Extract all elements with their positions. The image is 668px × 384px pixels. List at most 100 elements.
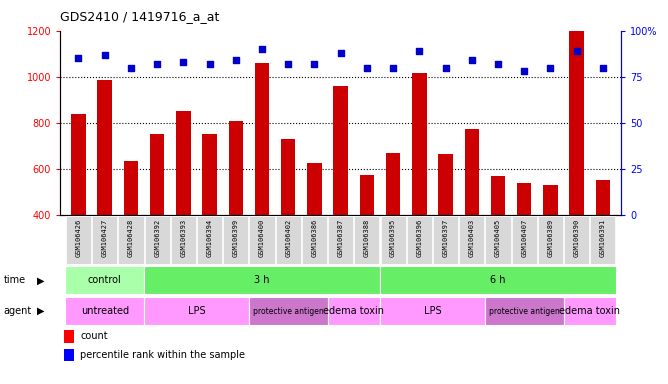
Text: GSM106397: GSM106397	[443, 219, 449, 257]
Text: ▶: ▶	[37, 275, 44, 285]
Bar	[249, 216, 275, 264]
Text: GSM106396: GSM106396	[416, 219, 422, 257]
Text: GSM106391: GSM106391	[600, 219, 606, 257]
Bar	[302, 216, 327, 264]
Text: GSM106386: GSM106386	[311, 219, 317, 257]
Text: percentile rank within the sample: percentile rank within the sample	[80, 350, 245, 360]
Bar	[64, 330, 74, 343]
Bar	[176, 111, 190, 215]
Bar	[512, 216, 537, 264]
Text: untreated: untreated	[81, 306, 129, 316]
Bar	[144, 266, 380, 294]
Point	[598, 65, 609, 71]
Bar	[255, 63, 269, 215]
Bar	[380, 297, 485, 325]
Bar	[407, 216, 432, 264]
Bar	[538, 216, 563, 264]
Text: GSM106400: GSM106400	[259, 219, 265, 257]
Bar	[118, 216, 144, 264]
Bar	[543, 185, 558, 215]
Text: control: control	[88, 275, 122, 285]
Bar	[412, 73, 427, 215]
Text: 3 h: 3 h	[255, 275, 270, 285]
Point	[466, 57, 477, 63]
Text: GSM106390: GSM106390	[574, 219, 580, 257]
Bar	[202, 134, 217, 215]
Bar	[517, 183, 532, 215]
Bar	[98, 80, 112, 215]
Text: GSM106388: GSM106388	[364, 219, 370, 257]
Text: edema toxin: edema toxin	[559, 306, 621, 316]
Text: GSM106387: GSM106387	[338, 219, 343, 257]
Text: GSM106392: GSM106392	[154, 219, 160, 257]
Point	[440, 65, 451, 71]
Text: ▶: ▶	[37, 306, 44, 316]
Point	[414, 48, 425, 54]
Bar	[171, 216, 196, 264]
Text: LPS: LPS	[188, 306, 205, 316]
Text: GSM106393: GSM106393	[180, 219, 186, 257]
Point	[545, 65, 556, 71]
Point	[519, 68, 530, 74]
Point	[361, 65, 372, 71]
Bar	[438, 154, 453, 215]
Bar	[223, 216, 248, 264]
Bar	[486, 216, 510, 264]
Bar	[386, 153, 400, 215]
Bar	[249, 297, 327, 325]
Text: GSM106427: GSM106427	[102, 219, 108, 257]
Bar	[228, 121, 243, 215]
Point	[257, 46, 267, 52]
Bar	[333, 86, 348, 215]
Bar	[150, 134, 164, 215]
Bar	[71, 114, 86, 215]
Text: 6 h: 6 h	[490, 275, 506, 285]
Point	[126, 65, 136, 71]
Text: edema toxin: edema toxin	[323, 306, 384, 316]
Text: GSM106399: GSM106399	[232, 219, 238, 257]
Bar	[564, 297, 616, 325]
Text: GSM106403: GSM106403	[469, 219, 475, 257]
Bar	[359, 175, 374, 215]
Bar	[381, 216, 405, 264]
Bar	[144, 297, 249, 325]
Text: GSM106405: GSM106405	[495, 219, 501, 257]
Text: agent: agent	[3, 306, 31, 316]
Text: time: time	[3, 275, 25, 285]
Point	[73, 55, 84, 61]
Text: protective antigen: protective antigen	[253, 306, 323, 316]
Bar	[569, 31, 584, 215]
Point	[230, 57, 241, 63]
Bar	[197, 216, 222, 264]
Bar	[459, 216, 484, 264]
Bar	[307, 163, 322, 215]
Bar	[281, 139, 295, 215]
Bar	[380, 266, 616, 294]
Text: GSM106389: GSM106389	[548, 219, 554, 257]
Text: GSM106407: GSM106407	[521, 219, 527, 257]
Point	[493, 61, 504, 67]
Text: GSM106395: GSM106395	[390, 219, 396, 257]
Text: GDS2410 / 1419716_a_at: GDS2410 / 1419716_a_at	[60, 10, 220, 23]
Bar	[92, 216, 118, 264]
Point	[283, 61, 293, 67]
Bar	[327, 297, 380, 325]
Bar	[491, 176, 505, 215]
Bar	[276, 216, 301, 264]
Bar	[485, 297, 564, 325]
Text: count: count	[80, 331, 108, 341]
Text: GSM106402: GSM106402	[285, 219, 291, 257]
Point	[571, 48, 582, 54]
Bar	[66, 216, 91, 264]
Bar	[354, 216, 379, 264]
Point	[178, 59, 188, 65]
Text: LPS: LPS	[424, 306, 442, 316]
Bar	[328, 216, 353, 264]
Point	[152, 61, 162, 67]
Text: GSM106428: GSM106428	[128, 219, 134, 257]
Point	[335, 50, 346, 56]
Bar	[144, 216, 170, 264]
Bar	[591, 216, 615, 264]
Bar	[64, 349, 74, 361]
Text: GSM106394: GSM106394	[206, 219, 212, 257]
